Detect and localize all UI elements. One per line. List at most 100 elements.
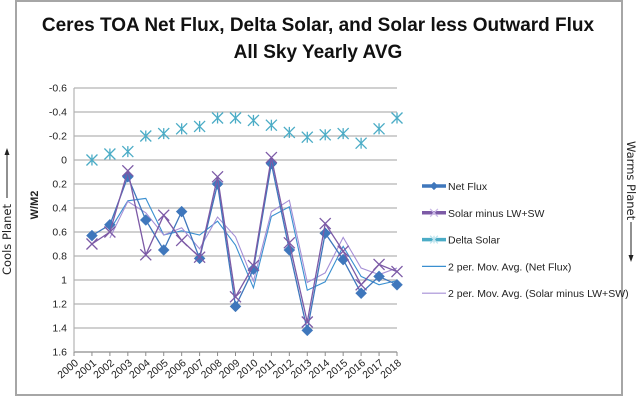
arrow-up-icon: [4, 148, 10, 198]
x-marker-stroke: [211, 170, 224, 183]
data-point: [175, 122, 188, 135]
data-point: [391, 278, 403, 291]
y-tick-label: 1.6: [52, 347, 67, 359]
data-point: [247, 259, 260, 272]
x-marker-stroke: [85, 238, 98, 250]
cools-planet-label: Cools Planet: [0, 204, 14, 275]
y-tick-label: 0.6: [52, 227, 67, 239]
series-2: [85, 112, 403, 166]
x-marker-stroke: [265, 151, 278, 164]
series-1: [85, 151, 403, 328]
data-point: [193, 251, 206, 264]
y-tick-label: 1.2: [52, 299, 67, 311]
data-point: [211, 170, 224, 183]
data-point: [355, 287, 367, 300]
x-marker-stroke: [229, 290, 242, 303]
x-marker-stroke: [193, 251, 206, 264]
legend-item: 2 per. Mov. Avg. (Solar minus LW+SW): [422, 288, 629, 300]
data-point: [175, 234, 188, 247]
diamond-marker: [175, 205, 188, 218]
x-marker-stroke: [337, 245, 350, 258]
series: [85, 112, 403, 337]
y-tick-label: 0.4: [52, 203, 67, 215]
diamond-marker: [373, 270, 385, 283]
chart-subtitle: All Sky Yearly AVG: [234, 42, 403, 63]
legend-item: Net Flux: [422, 181, 488, 193]
y-tick-label: 0: [61, 155, 67, 167]
diamond-marker: [229, 300, 242, 313]
x-marker-stroke: [391, 265, 403, 278]
data-point: [139, 248, 152, 261]
data-point: [301, 131, 314, 144]
diamond-marker: [139, 214, 152, 226]
data-point: [283, 126, 296, 139]
x-marker-stroke: [319, 217, 332, 230]
x-marker-stroke: [139, 248, 152, 261]
data-point: [229, 300, 242, 313]
chart-frame: [15, 0, 623, 396]
legend-item: Solar minus LW+SW: [422, 208, 544, 220]
warms-planet-label: Warms Planet: [624, 141, 638, 221]
data-point: [139, 214, 152, 226]
data-point: [121, 164, 134, 177]
data-point: [86, 229, 98, 242]
series-line: [91, 163, 398, 331]
legend-marker: [429, 208, 439, 218]
data-point: [85, 154, 98, 166]
y-axis-label: W/M2: [29, 191, 41, 220]
cools-planet-annotation: Cools Planet: [0, 148, 14, 275]
data-point: [391, 112, 403, 124]
data-point: [283, 236, 296, 249]
data-point: [193, 120, 206, 133]
legend-label: Delta Solar: [448, 235, 500, 247]
legend-marker: [429, 181, 439, 191]
data-point: [373, 270, 385, 283]
data-point: [247, 263, 260, 276]
data-point: [85, 238, 98, 250]
x-marker-stroke: [121, 164, 134, 177]
data-point: [355, 137, 368, 150]
data-point: [175, 205, 188, 218]
chart-title: Ceres TOA Net Flux, Delta Solar, and Sol…: [42, 15, 595, 36]
legend-item: 2 per. Mov. Avg. (Net Flux): [422, 261, 571, 273]
legend-label: 2 per. Mov. Avg. (Solar minus LW+SW): [448, 288, 629, 300]
y-tick-label: 1.4: [52, 323, 67, 335]
data-point: [157, 244, 170, 256]
data-point: [103, 148, 116, 160]
x-marker-stroke: [429, 208, 439, 218]
data-point: [265, 151, 278, 164]
data-point: [229, 112, 242, 124]
data-point: [337, 127, 350, 140]
data-point: [229, 290, 242, 303]
y-tick-label: -0.6: [49, 83, 67, 95]
data-point: [301, 316, 314, 328]
x-marker-stroke: [283, 236, 296, 249]
data-point: [373, 258, 386, 271]
y-tick-label: -0.2: [49, 131, 67, 143]
diamond-marker: [193, 252, 206, 265]
y-tick-label: 1: [61, 275, 67, 287]
data-point: [121, 145, 134, 158]
legend-label: Solar minus LW+SW: [448, 208, 544, 220]
y-tick-label: 0.8: [52, 251, 67, 263]
x-marker-stroke: [301, 316, 314, 328]
diamond-marker: [391, 278, 403, 291]
data-point: [373, 122, 386, 135]
diamond-marker: [86, 229, 98, 242]
data-point: [157, 209, 170, 222]
legend-label: Net Flux: [448, 181, 488, 193]
data-point: [301, 324, 314, 337]
data-point: [157, 127, 170, 140]
x-marker-stroke: [373, 258, 386, 271]
diamond-marker: [247, 263, 260, 276]
data-point: [337, 245, 350, 258]
data-point: [247, 114, 260, 127]
data-point: [319, 128, 332, 141]
data-point: [139, 130, 152, 142]
diamond-marker: [157, 244, 170, 256]
x-marker-stroke: [247, 259, 260, 272]
data-point: [211, 112, 224, 124]
x-marker-stroke: [175, 234, 188, 247]
y-tick-label: -0.4: [49, 107, 67, 119]
